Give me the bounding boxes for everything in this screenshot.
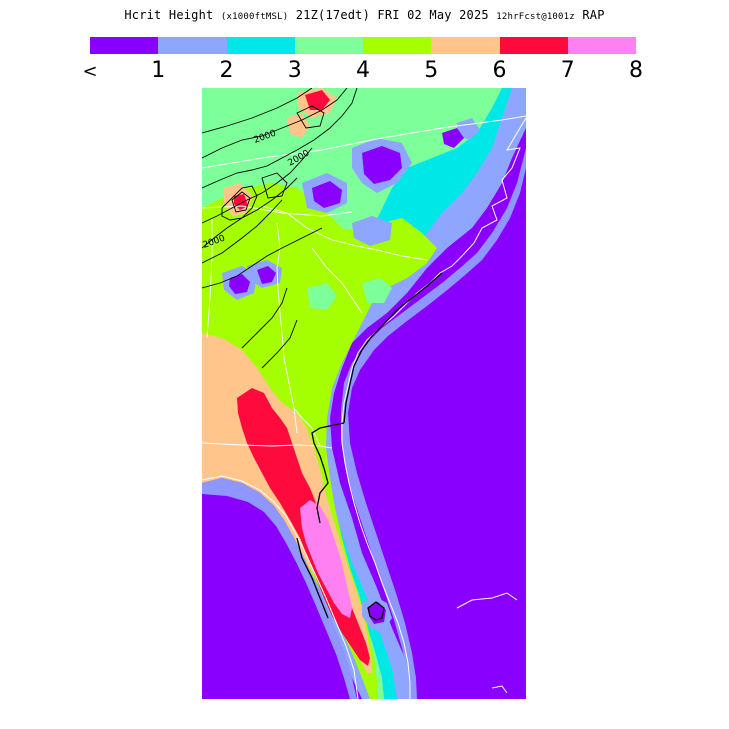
map-title: Hcrit Height (x1000ftMSL) 21Z(17edt) FRI… bbox=[0, 8, 729, 22]
legend-ticks: <1 2 3 4 5 6 7 8 bbox=[0, 58, 729, 84]
low-blob bbox=[362, 146, 402, 184]
legend-swatch bbox=[567, 37, 636, 54]
contour-line bbox=[202, 227, 323, 289]
contour-line bbox=[261, 172, 288, 199]
legend-swatch bbox=[431, 37, 500, 54]
legend-tick-label: 5 bbox=[424, 58, 439, 83]
height-contours bbox=[202, 88, 358, 369]
shelf-path bbox=[343, 272, 443, 424]
gulf-region bbox=[202, 478, 357, 699]
contour-line bbox=[221, 185, 258, 221]
boundary-line bbox=[261, 205, 428, 261]
forecast-map: 2000 2000 2000 bbox=[202, 88, 526, 699]
legend-swatch bbox=[226, 37, 295, 54]
contour-line bbox=[231, 191, 251, 213]
level-7-region bbox=[300, 500, 352, 618]
contour-line bbox=[202, 88, 358, 189]
low-blob bbox=[362, 278, 392, 303]
low-blob bbox=[257, 266, 276, 284]
title-forecast: 12hrFcst@1001z bbox=[496, 12, 575, 22]
legend-swatch bbox=[363, 37, 432, 54]
legend-swatch bbox=[158, 37, 227, 54]
legend-tick-label: 3 bbox=[287, 58, 302, 83]
boundary-line bbox=[276, 222, 298, 434]
legend-tick-label: 2 bbox=[219, 58, 234, 83]
coastal-band bbox=[202, 478, 357, 699]
contour-line bbox=[261, 319, 298, 369]
contour-line bbox=[202, 88, 348, 159]
contour-line bbox=[296, 105, 325, 129]
low-blob bbox=[307, 283, 337, 310]
low-blob bbox=[229, 274, 250, 294]
legend-tick-label: 7 bbox=[560, 58, 575, 83]
coast-line bbox=[202, 475, 359, 699]
color-legend-bar bbox=[90, 37, 636, 54]
low-blob bbox=[442, 128, 464, 148]
shelf-line bbox=[296, 272, 443, 621]
boundary-line bbox=[311, 247, 363, 314]
contour-line bbox=[202, 199, 283, 264]
boundary-line bbox=[202, 115, 526, 169]
legend-tick-label: 6 bbox=[492, 58, 507, 83]
state-boundaries bbox=[202, 115, 526, 449]
coast-line bbox=[341, 117, 526, 699]
title-main: Hcrit Height bbox=[124, 8, 214, 22]
boundary-line bbox=[202, 442, 333, 449]
legend-swatch bbox=[294, 37, 363, 54]
boundary-line bbox=[293, 407, 321, 447]
contour-line bbox=[202, 88, 313, 134]
map-panel: 2000 2000 2000 bbox=[202, 88, 526, 699]
coast-line bbox=[456, 592, 518, 609]
title-units: (x1000ftMSL) bbox=[220, 12, 289, 22]
coastline bbox=[202, 117, 526, 699]
shelf-path bbox=[367, 601, 385, 621]
shelf-path bbox=[296, 537, 329, 619]
legend-tick-label: < bbox=[82, 61, 98, 82]
legend-tick-label: 1 bbox=[151, 58, 166, 83]
level-4-region bbox=[202, 183, 437, 699]
contour-line bbox=[241, 287, 288, 349]
coast-line bbox=[491, 685, 508, 694]
title-time: 21Z(17edt) FRI 02 May 2025 bbox=[295, 8, 489, 22]
low-blob bbox=[352, 216, 392, 246]
legend-swatch bbox=[90, 37, 159, 54]
legend-swatch bbox=[499, 37, 568, 54]
ocean-region bbox=[340, 148, 526, 699]
high-blob bbox=[305, 90, 330, 110]
shelf-path bbox=[311, 422, 345, 524]
legend-tick-label: 8 bbox=[629, 58, 643, 83]
boundary-line bbox=[206, 218, 213, 339]
legend-tick-label: 4 bbox=[356, 58, 370, 83]
title-model: RAP bbox=[582, 8, 605, 22]
low-blob bbox=[312, 181, 342, 208]
boundary-line bbox=[202, 205, 353, 217]
